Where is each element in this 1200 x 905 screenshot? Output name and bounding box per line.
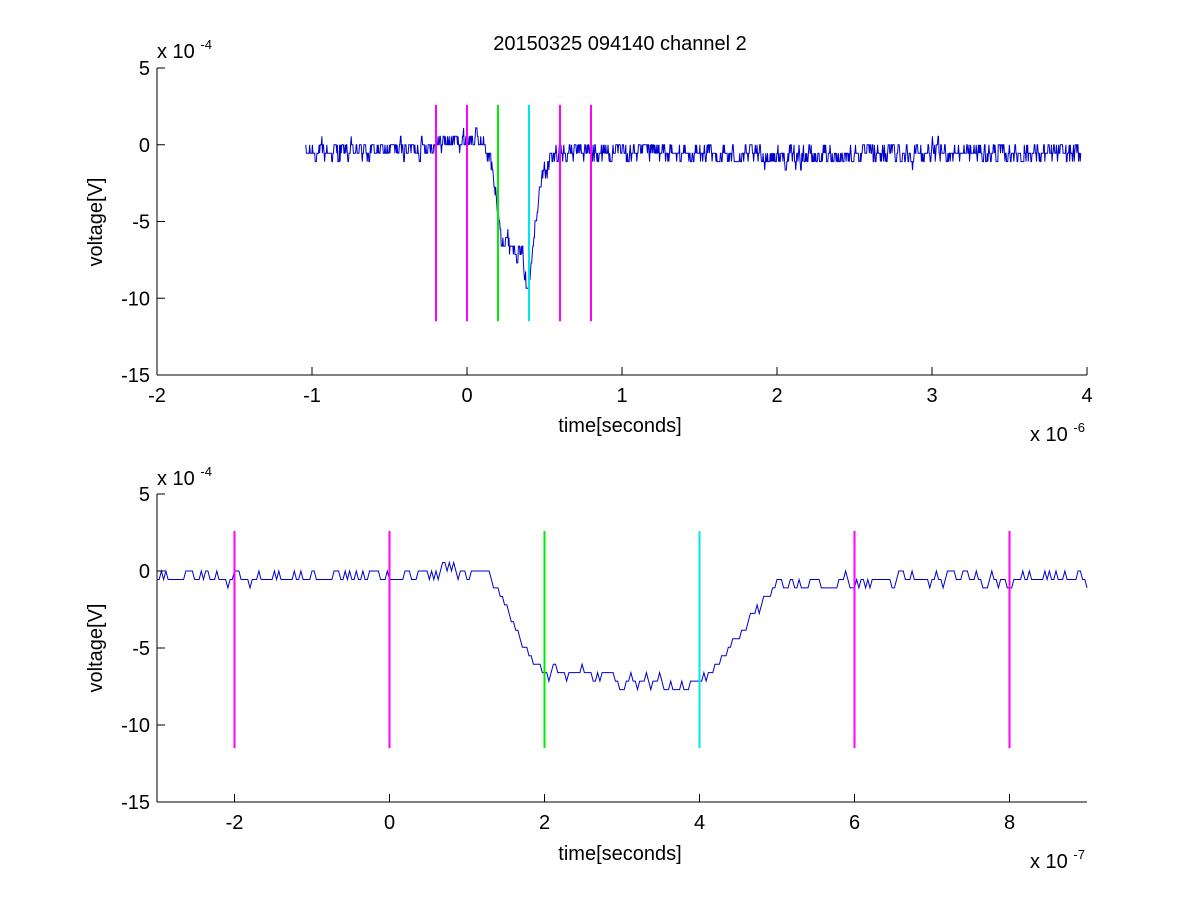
y-axis-label-bottom: voltage[V]	[85, 604, 107, 693]
y-axis-label-top: voltage[V]	[85, 178, 107, 267]
y-tick-label-bottom-2: -5	[132, 638, 150, 660]
x-exponent-base-bottom: x 10	[1030, 851, 1068, 873]
y-exponent-power-top: -4	[200, 37, 212, 52]
signal-trace-top	[305, 127, 1082, 289]
y-tick-label-bottom-0: -15	[121, 792, 150, 814]
x-tick-label-top-1: -1	[303, 385, 321, 407]
y-tick-label-top-2: -5	[132, 212, 150, 234]
y-exponent-top: x 10 -4	[157, 37, 212, 63]
signal-trace-bottom	[157, 560, 1088, 692]
x-tick-label-bottom-5: 8	[1004, 812, 1015, 834]
y-ticks-bottom: -15 -10 -5 0 5	[121, 484, 165, 814]
x-axis-label-top: time[seconds]	[558, 415, 681, 437]
y-tick-label-bottom-3: 0	[139, 561, 150, 583]
x-exponent-bottom: x 10 -7	[1030, 847, 1085, 873]
x-ticks-bottom: -2 0 2 4 6 8	[226, 794, 1015, 834]
y-exponent-bottom: x 10 -4	[157, 464, 212, 490]
y-tick-label-top-3: 0	[139, 135, 150, 157]
y-exponent-base-top: x 10	[157, 41, 195, 63]
plot-area-top	[157, 68, 1087, 375]
y-tick-label-top-0: -15	[121, 365, 150, 387]
y-exponent-base-bottom: x 10	[157, 468, 195, 490]
x-tick-label-bottom-4: 6	[849, 812, 860, 834]
y-tick-label-top-1: -10	[121, 288, 150, 310]
x-tick-label-bottom-0: -2	[226, 812, 244, 834]
y-tick-label-bottom-4: 5	[139, 484, 150, 506]
figure-title: 20150325 094140 channel 2	[493, 33, 747, 55]
x-exponent-power-bottom: -7	[1073, 847, 1085, 862]
x-exponent-power-top: -6	[1073, 420, 1085, 435]
x-tick-label-bottom-3: 4	[694, 812, 705, 834]
y-tick-label-bottom-1: -10	[121, 715, 150, 737]
x-ticks-top: -2 -1 0 1 2 3 4	[148, 367, 1093, 407]
signal-layer-bottom	[157, 560, 1088, 692]
x-axis-label-bottom: time[seconds]	[558, 843, 681, 865]
x-exponent-base-top: x 10	[1030, 424, 1068, 446]
marker-layer-top	[435, 104, 592, 322]
axes-bottom: -2 0 2 4 6 8 -15 -10 -5 0 5 time[seconds] voltage…	[85, 464, 1088, 873]
signal-layer-top	[305, 127, 1082, 289]
marker-layer-bottom	[233, 530, 1011, 749]
y-exponent-power-bottom: -4	[200, 464, 212, 479]
x-tick-label-bottom-1: 0	[384, 812, 395, 834]
plot-area-bottom	[157, 494, 1087, 802]
x-tick-label-top-2: 0	[461, 385, 472, 407]
x-tick-label-top-5: 3	[926, 385, 937, 407]
x-tick-label-bottom-2: 2	[539, 812, 550, 834]
x-tick-label-top-4: 2	[771, 385, 782, 407]
x-tick-label-top-3: 1	[616, 385, 627, 407]
y-tick-label-top-4: 5	[139, 58, 150, 80]
x-exponent-top: x 10 -6	[1030, 420, 1085, 446]
x-tick-label-top-0: -2	[148, 385, 166, 407]
x-tick-label-top-6: 4	[1081, 385, 1092, 407]
axes-top: -2 -1 0 1 2 3 4 -15-10-505 time[seconds] volta…	[85, 37, 1093, 446]
y-ticks-top: -15 -10 -5 0 5	[121, 58, 165, 387]
